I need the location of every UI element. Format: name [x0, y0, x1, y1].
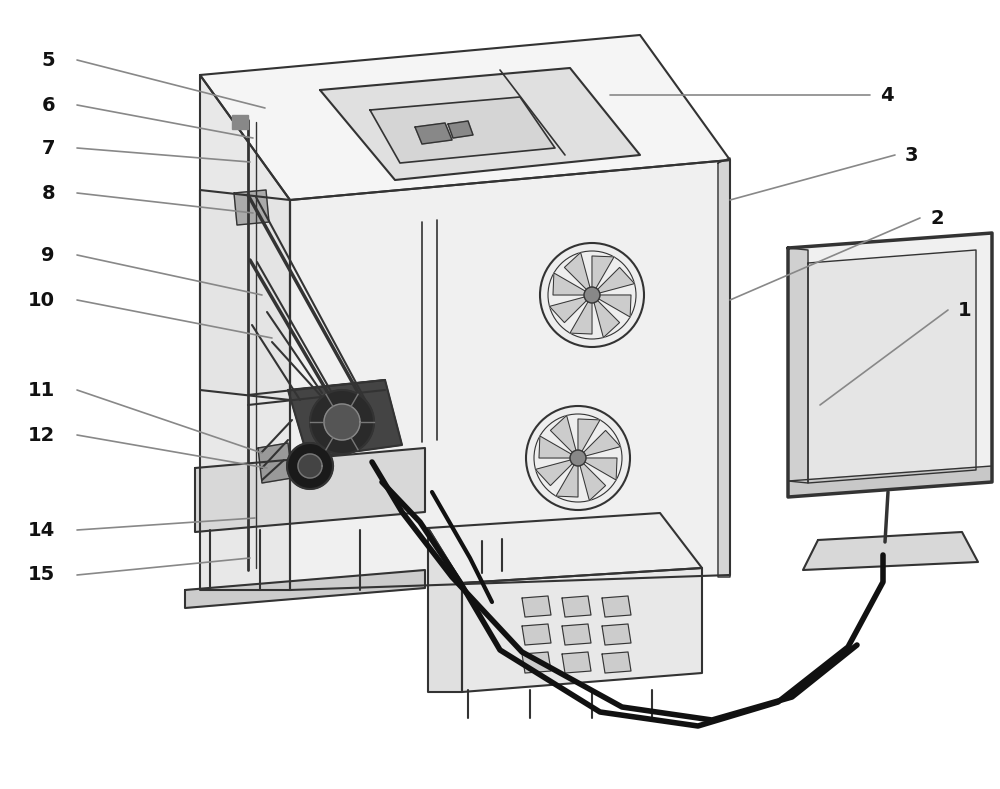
Polygon shape [562, 624, 591, 645]
Polygon shape [324, 404, 360, 440]
Polygon shape [428, 528, 462, 692]
Polygon shape [592, 295, 620, 338]
Polygon shape [578, 431, 621, 458]
Polygon shape [788, 248, 808, 483]
Polygon shape [415, 123, 452, 144]
Polygon shape [550, 416, 578, 458]
Polygon shape [287, 443, 333, 489]
Polygon shape [602, 652, 631, 673]
Polygon shape [602, 596, 631, 617]
Polygon shape [200, 190, 290, 400]
Circle shape [584, 287, 600, 303]
Polygon shape [539, 436, 578, 458]
Polygon shape [788, 233, 992, 497]
Polygon shape [803, 532, 978, 570]
Polygon shape [592, 256, 614, 295]
Polygon shape [788, 466, 992, 497]
Polygon shape [290, 160, 730, 590]
Polygon shape [578, 458, 606, 500]
Polygon shape [195, 448, 425, 532]
Polygon shape [200, 75, 290, 590]
Text: 4: 4 [880, 85, 894, 104]
Polygon shape [553, 273, 592, 295]
Polygon shape [556, 458, 578, 497]
Circle shape [526, 406, 630, 510]
Text: 9: 9 [42, 245, 55, 264]
Polygon shape [564, 252, 592, 295]
Text: 1: 1 [958, 301, 972, 320]
Polygon shape [562, 652, 591, 673]
Polygon shape [320, 68, 640, 180]
Text: 11: 11 [28, 380, 55, 399]
Text: 2: 2 [930, 208, 944, 227]
Polygon shape [370, 97, 555, 163]
Polygon shape [288, 380, 402, 458]
Text: 7: 7 [42, 139, 55, 158]
Circle shape [570, 450, 586, 466]
Polygon shape [185, 570, 425, 608]
Polygon shape [592, 295, 631, 317]
Polygon shape [522, 596, 551, 617]
Text: 6: 6 [41, 95, 55, 114]
Polygon shape [298, 454, 322, 478]
Text: 14: 14 [28, 521, 55, 540]
Circle shape [540, 243, 644, 347]
Polygon shape [578, 419, 600, 458]
Polygon shape [592, 267, 635, 295]
Polygon shape [808, 250, 976, 483]
Polygon shape [718, 158, 730, 577]
Polygon shape [522, 652, 551, 673]
Polygon shape [549, 295, 592, 323]
Polygon shape [428, 513, 702, 583]
Bar [232, 115, 248, 129]
Polygon shape [258, 443, 292, 483]
Polygon shape [234, 190, 269, 225]
Polygon shape [602, 624, 631, 645]
Polygon shape [200, 35, 730, 200]
Text: 15: 15 [28, 566, 55, 585]
Text: 12: 12 [28, 425, 55, 444]
Text: 3: 3 [905, 145, 918, 164]
Polygon shape [448, 121, 473, 138]
Polygon shape [570, 295, 592, 334]
Polygon shape [462, 568, 702, 692]
Polygon shape [562, 596, 591, 617]
Text: 10: 10 [28, 290, 55, 309]
Polygon shape [310, 390, 374, 454]
Polygon shape [578, 458, 617, 480]
Polygon shape [522, 624, 551, 645]
Text: 8: 8 [41, 184, 55, 203]
Polygon shape [535, 458, 578, 485]
Text: 5: 5 [41, 50, 55, 69]
